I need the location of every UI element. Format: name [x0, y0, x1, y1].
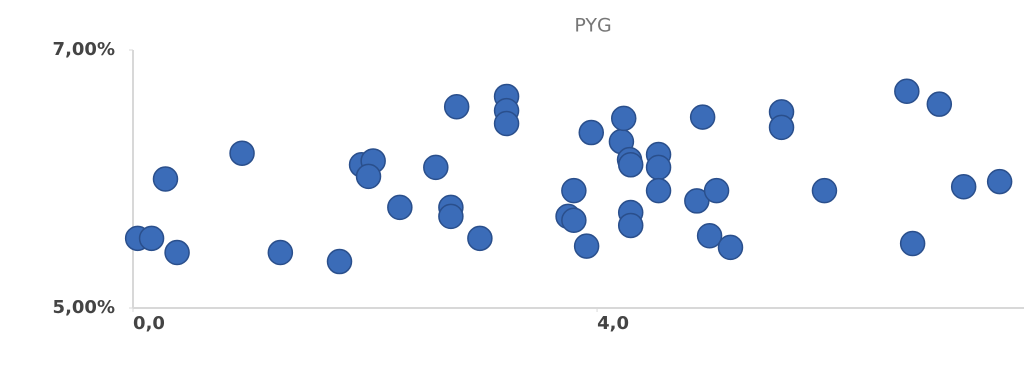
point [573, 233, 600, 259]
point [689, 104, 716, 130]
point [578, 119, 605, 146]
point [645, 154, 672, 181]
point [561, 177, 587, 204]
point [561, 207, 587, 234]
point [617, 212, 644, 239]
point [355, 163, 382, 190]
point [950, 173, 977, 200]
point [443, 94, 470, 120]
point [926, 91, 953, 117]
y-tick-label: 7,00% [53, 39, 115, 60]
x-tick-label: 4,0 [597, 313, 629, 334]
x-tick-label: 0,0 [133, 313, 165, 334]
point [696, 223, 723, 249]
point [617, 152, 644, 178]
point [438, 203, 464, 230]
chart-title: PYG [574, 15, 611, 37]
point [610, 105, 637, 132]
point [467, 225, 493, 252]
point [768, 114, 795, 141]
point [152, 166, 179, 192]
point [703, 177, 730, 204]
point [717, 234, 744, 261]
point [493, 110, 520, 137]
point [138, 225, 165, 252]
point [229, 140, 255, 166]
point [645, 177, 672, 204]
point [684, 188, 710, 214]
point [267, 239, 294, 266]
point [899, 230, 926, 257]
y-tick-label: 5,00% [53, 297, 115, 318]
point [894, 78, 920, 105]
point [986, 168, 1013, 195]
point [811, 177, 838, 204]
point [326, 248, 353, 275]
point [164, 239, 190, 266]
point [387, 194, 413, 221]
point [423, 154, 449, 181]
